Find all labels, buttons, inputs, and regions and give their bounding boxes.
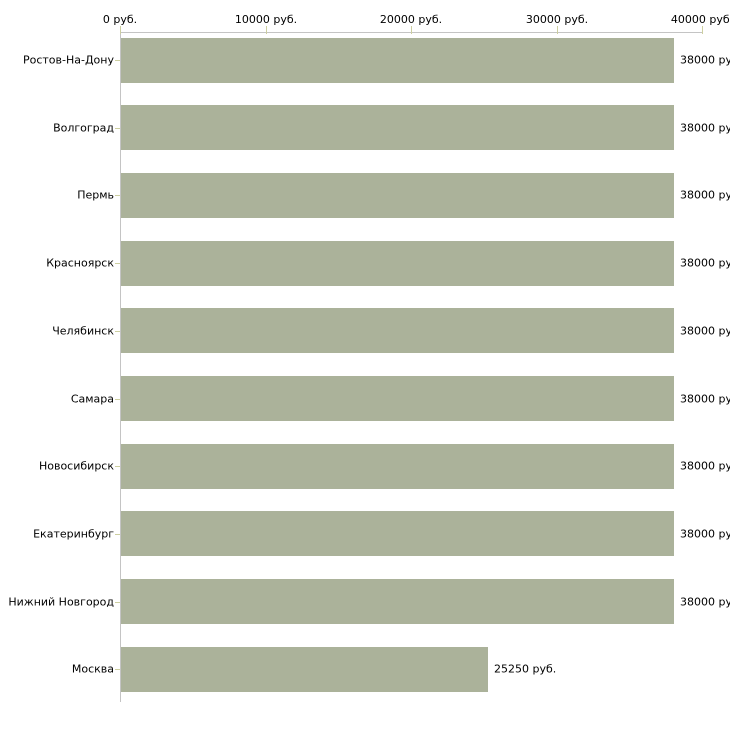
bar	[121, 241, 674, 286]
value-label: 38000 руб.	[680, 595, 730, 609]
y-axis-tick	[115, 331, 120, 332]
y-axis-tick	[115, 399, 120, 400]
category-label: Ростов-На-Дону	[22, 53, 114, 67]
category-label: Новосибирск	[38, 459, 114, 473]
x-axis-tick-label: 10000 руб.	[234, 13, 298, 26]
bar	[121, 38, 674, 83]
value-label: 38000 руб.	[680, 53, 730, 67]
y-axis-line	[120, 32, 121, 702]
category-label: Волгоград	[53, 121, 114, 135]
bar	[121, 308, 674, 353]
value-label: 38000 руб.	[680, 188, 730, 202]
bar	[121, 444, 674, 489]
value-label: 38000 руб.	[680, 392, 730, 406]
category-label: Красноярск	[46, 256, 114, 270]
category-label: Челябинск	[52, 324, 114, 338]
category-label: Нижний Новгород	[8, 595, 114, 609]
x-axis-tick-label: 20000 руб.	[379, 13, 443, 26]
value-label: 25250 руб.	[494, 662, 557, 676]
bar	[121, 173, 674, 218]
category-label: Москва	[71, 662, 114, 676]
y-axis-tick	[115, 128, 120, 129]
bar	[121, 647, 488, 692]
x-axis-tick-label: 0 руб.	[102, 13, 138, 26]
y-axis-tick	[115, 669, 120, 670]
value-label: 38000 руб.	[680, 459, 730, 473]
x-axis-tick	[557, 26, 558, 34]
x-axis-tick	[266, 26, 267, 34]
x-axis-tick	[411, 26, 412, 34]
value-label: 38000 руб.	[680, 256, 730, 270]
y-axis-tick	[115, 534, 120, 535]
category-label: Екатеринбург	[33, 527, 114, 541]
y-axis-tick	[115, 602, 120, 603]
bar	[121, 511, 674, 556]
value-label: 38000 руб.	[680, 527, 730, 541]
x-axis-tick-label: 30000 руб.	[525, 13, 589, 26]
y-axis-tick	[115, 195, 120, 196]
y-axis-tick	[115, 263, 120, 264]
y-axis-tick	[115, 60, 120, 61]
category-label: Самара	[70, 392, 114, 406]
x-axis-tick	[120, 26, 121, 34]
x-axis-tick	[702, 26, 703, 34]
category-label: Пермь	[77, 188, 114, 202]
y-axis-tick	[115, 466, 120, 467]
value-label: 38000 руб.	[680, 324, 730, 338]
bar	[121, 579, 674, 624]
bar	[121, 376, 674, 421]
value-label: 38000 руб.	[680, 121, 730, 135]
bar	[121, 105, 674, 150]
x-axis-tick-label: 40000 руб.	[670, 13, 730, 26]
